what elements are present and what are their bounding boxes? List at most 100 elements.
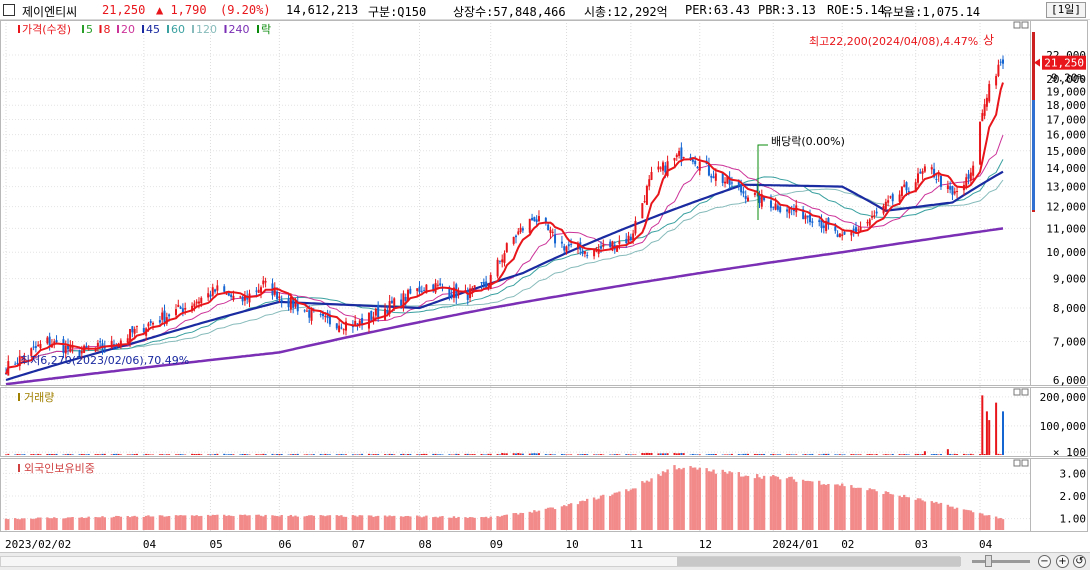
period-button[interactable]: [1일] — [1046, 2, 1086, 18]
zoom-slider[interactable] — [972, 560, 1030, 563]
foreign-ratio-bar — [611, 494, 614, 530]
last-price-tag — [1042, 55, 1086, 70]
foreign-ratio-bar — [133, 515, 136, 530]
foreign-ratio-bar — [98, 517, 102, 530]
panel-minimize-icon[interactable] — [1013, 388, 1021, 396]
foreign-ratio-bar — [592, 497, 596, 530]
volume-bar — [939, 454, 942, 455]
candle-body — [319, 314, 322, 316]
candle-body — [168, 314, 171, 317]
chart-scrollbar[interactable] — [0, 556, 961, 567]
x-tick-label: 03 — [915, 538, 928, 551]
panel-maximize-icon[interactable] — [1021, 21, 1029, 29]
foreign-ratio-bar — [551, 507, 554, 530]
foreign-ratio-bar — [698, 467, 701, 530]
volume-bar — [875, 454, 878, 455]
volume-bar — [535, 453, 538, 455]
candle-body — [650, 172, 653, 180]
volume-bar — [696, 454, 699, 455]
foreign-ratio-bar — [903, 494, 906, 530]
price-panel[interactable] — [5, 55, 1004, 386]
foreign-ratio-bar — [886, 492, 890, 530]
candle-body — [939, 175, 942, 187]
candle-body — [809, 214, 812, 223]
foreign-ratio-bar — [223, 514, 226, 530]
foreign-ownership-panel[interactable] — [4, 465, 1005, 530]
foreign-ratio-bar — [645, 480, 649, 530]
candle-body — [988, 84, 991, 102]
foreign-ratio-bar — [496, 516, 499, 530]
candle-body — [324, 316, 327, 318]
foreign-ratio-bar — [753, 478, 757, 530]
panel-minimize-icon[interactable] — [1013, 21, 1021, 29]
foreign-ratio-bar — [436, 517, 440, 530]
candle-body — [498, 260, 501, 262]
volume-bar — [758, 454, 761, 455]
x-tick-label: 09 — [490, 538, 503, 551]
ma240-line — [5, 227, 1004, 386]
foreign-ratio-bar — [631, 488, 635, 530]
candle-body — [39, 343, 42, 349]
panel-maximize-icon[interactable] — [1021, 388, 1029, 396]
foreign-ratio-bar — [128, 517, 132, 530]
volume-bar — [466, 453, 469, 455]
foreign-ratio-bar — [142, 516, 146, 530]
candle-body — [956, 191, 959, 193]
zoom-reset-icon[interactable]: ↺ — [1073, 555, 1086, 568]
volume-bar — [981, 395, 984, 455]
zoom-out-icon[interactable]: − — [1038, 555, 1051, 568]
volume-bar — [191, 453, 194, 455]
volume-bar — [21, 454, 24, 455]
volume-bar — [322, 454, 325, 455]
panel-minimize-icon[interactable] — [1013, 459, 1021, 467]
zoom-in-icon[interactable]: + — [1056, 555, 1069, 568]
candle-body — [211, 287, 214, 296]
foreign-ratio-bar — [32, 519, 35, 530]
candle-body — [367, 312, 370, 329]
candle-body — [131, 326, 134, 333]
volume-bar — [691, 453, 694, 455]
volume-bar — [50, 454, 53, 455]
volume-bar — [503, 453, 506, 455]
candle-body — [625, 238, 628, 244]
foreign-ratio-bar — [193, 515, 196, 530]
y-tick-label: 15,000 — [1046, 145, 1086, 158]
candle-body — [216, 285, 219, 291]
volume-bar — [609, 454, 612, 455]
foreign-ratio-bar — [406, 515, 410, 530]
volume-bar — [351, 454, 354, 455]
candle-body — [62, 339, 65, 353]
candle-body — [567, 244, 570, 247]
foreign-ratio-bar — [939, 502, 943, 530]
ma8-line — [5, 82, 1004, 375]
window-icon[interactable] — [3, 4, 15, 16]
volume-bar — [570, 454, 573, 455]
candle-body — [393, 298, 396, 306]
scrollbar-thumb[interactable] — [677, 557, 961, 566]
volume-bar — [400, 453, 403, 455]
panel-maximize-icon[interactable] — [1021, 459, 1029, 467]
foreign-ratio-bar — [399, 516, 403, 530]
candle-body — [135, 325, 138, 327]
candle-body — [174, 309, 177, 316]
zoom-slider-knob[interactable] — [985, 555, 992, 567]
foreign-ratio-bar — [581, 500, 584, 530]
panel-frame — [0, 20, 1088, 386]
candle-body — [560, 241, 563, 244]
volume-bar — [659, 453, 662, 455]
legend-item: 8 — [104, 23, 111, 36]
candle-body — [418, 286, 421, 293]
foreign-ratio-bar — [843, 486, 846, 530]
y-tick-label: 20,000 — [1046, 73, 1086, 86]
x-tick-label: 06 — [278, 538, 291, 551]
foreign-ratio-bar — [744, 475, 747, 530]
candle-body — [871, 216, 874, 218]
candle-body — [473, 285, 476, 288]
foreign-ratio-bar — [953, 508, 956, 530]
candle-body — [682, 157, 685, 159]
volume-panel[interactable] — [5, 395, 1004, 455]
foreign-ratio-bar — [388, 515, 391, 530]
candle-body — [730, 182, 733, 184]
volume-bar — [30, 454, 33, 455]
candle-body — [303, 310, 306, 312]
